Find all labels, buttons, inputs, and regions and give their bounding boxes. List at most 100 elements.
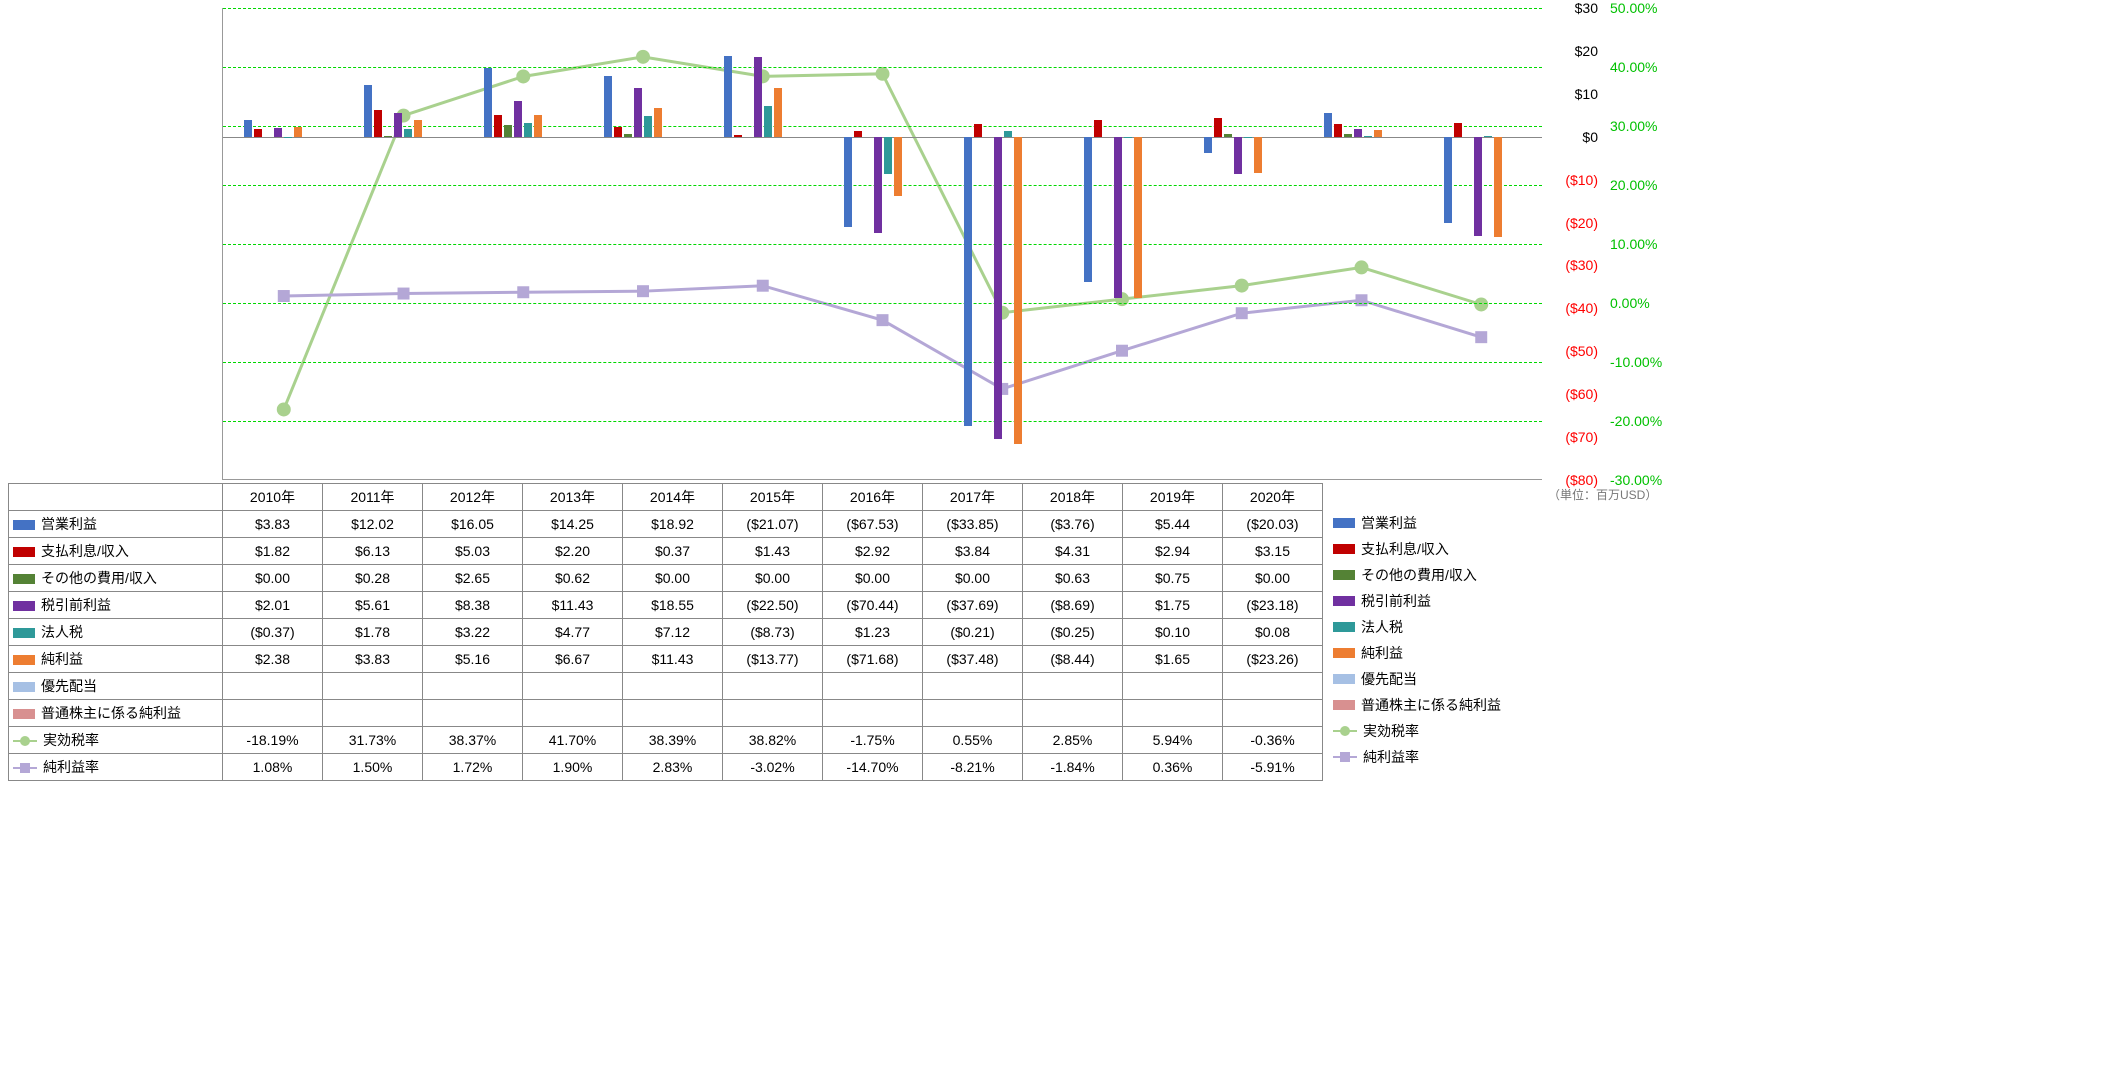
legend-swatch (13, 682, 35, 692)
marker-実効税率 (1354, 260, 1368, 274)
bar-その他の費用/収入 (624, 134, 632, 137)
bar-営業利益 (964, 137, 972, 427)
series-label: 優先配当 (41, 678, 97, 694)
table-cell: 31.73% (323, 727, 423, 754)
series-label: 法人税 (41, 624, 83, 640)
bar-純利益 (414, 120, 422, 136)
bar-支払利息/収入 (1334, 124, 1342, 137)
table-cell: $5.16 (423, 646, 523, 673)
marker-実効税率 (876, 67, 890, 81)
legend-right: 営業利益支払利息/収入その他の費用/収入税引前利益法人税純利益優先配当普通株主に… (1323, 483, 1523, 781)
legend-label: 純利益 (1361, 643, 1403, 663)
legend-label: 営業利益 (1361, 513, 1417, 533)
table-cell (623, 700, 723, 727)
legend-item-税引前利益: 税引前利益 (1333, 588, 1523, 614)
table-cell: 0.36% (1123, 754, 1223, 781)
table-cell: $0.00 (923, 565, 1023, 592)
legend-label: 実効税率 (1363, 721, 1419, 741)
table-cell (923, 700, 1023, 727)
table-cell: ($67.53) (823, 511, 923, 538)
gridline (223, 8, 1542, 9)
table-cell: $1.23 (823, 619, 923, 646)
table-row: 純利益$2.38$3.83$5.16$6.67$11.43($13.77)($7… (9, 646, 1323, 673)
bar-純利益 (1494, 137, 1502, 237)
left-axis-tick: ($40) (1565, 300, 1598, 316)
bar-その他の費用/収入 (1224, 134, 1232, 137)
table-cell: $14.25 (523, 511, 623, 538)
legend-swatch (1333, 730, 1357, 732)
table-cell: $1.78 (323, 619, 423, 646)
legend-swatch (1333, 674, 1355, 684)
table-cell: ($37.69) (923, 592, 1023, 619)
legend-swatch (1333, 570, 1355, 580)
table-cell (1023, 673, 1123, 700)
table-row: 優先配当 (9, 673, 1323, 700)
bar-純利益 (894, 137, 902, 196)
legend-swatch (1333, 544, 1355, 554)
table-cell: $0.00 (623, 565, 723, 592)
left-axis-tick: ($30) (1565, 257, 1598, 273)
marker-純利益率 (398, 288, 410, 300)
table-cell (1223, 700, 1323, 727)
right-axis-tick: 50.00% (1610, 0, 1657, 16)
bar-法人税 (764, 106, 772, 137)
bar-税引前利益 (274, 128, 282, 137)
bar-営業利益 (1084, 137, 1092, 282)
bar-法人税 (644, 116, 652, 136)
table-row: 税引前利益$2.01$5.61$8.38$11.43$18.55($22.50)… (9, 592, 1323, 619)
table-cell: $16.05 (423, 511, 523, 538)
bar-税引前利益 (994, 137, 1002, 439)
legend-item-純利益: 純利益 (1333, 640, 1523, 666)
bar-営業利益 (1324, 113, 1332, 136)
marker-純利益率 (1116, 345, 1128, 357)
table-cell (523, 673, 623, 700)
legend-label: 普通株主に係る純利益 (1361, 695, 1501, 715)
right-axis-tick: 0.00% (1610, 295, 1650, 311)
data-table-wrap: 2010年2011年2012年2013年2014年2015年2016年2017年… (8, 483, 2098, 781)
marker-純利益率 (1236, 307, 1248, 319)
year-header: 2013年 (523, 484, 623, 511)
series-label: 純利益 (41, 651, 83, 667)
right-axis-tick: 40.00% (1610, 59, 1657, 75)
table-cell: ($0.25) (1023, 619, 1123, 646)
left-y-axis: ($80)($70)($60)($50)($40)($30)($20)($10)… (1542, 8, 1604, 480)
table-cell: $18.55 (623, 592, 723, 619)
bar-支払利息/収入 (854, 131, 862, 137)
table-cell: 38.37% (423, 727, 523, 754)
chart-region: ($80)($70)($60)($50)($40)($30)($20)($10)… (8, 8, 2098, 480)
table-cell: ($23.18) (1223, 592, 1323, 619)
bar-支払利息/収入 (1094, 120, 1102, 136)
right-axis-tick: -20.00% (1610, 413, 1662, 429)
legend-swatch (13, 709, 35, 719)
legend-item-純利益率: 純利益率 (1333, 744, 1523, 770)
bar-税引前利益 (634, 88, 642, 137)
table-cell: $0.00 (223, 565, 323, 592)
table-cell (723, 700, 823, 727)
legend-swatch (13, 740, 37, 742)
table-cell: $18.92 (623, 511, 723, 538)
right-axis-tick: 10.00% (1610, 236, 1657, 252)
table-cell: 5.94% (1123, 727, 1223, 754)
right-axis-tick: -10.00% (1610, 354, 1662, 370)
table-cell: $12.02 (323, 511, 423, 538)
marker-実効税率 (1235, 279, 1249, 293)
table-cell: ($8.73) (723, 619, 823, 646)
marker-純利益率 (517, 286, 529, 298)
bar-純利益 (294, 127, 302, 137)
table-row: 法人税($0.37)$1.78$3.22$4.77$7.12($8.73)$1.… (9, 619, 1323, 646)
table-cell: $0.08 (1223, 619, 1323, 646)
table-cell: 1.72% (423, 754, 523, 781)
line-実効税率 (284, 57, 1481, 410)
table-cell: $0.28 (323, 565, 423, 592)
table-cell (523, 700, 623, 727)
right-y-axis: -30.00%-20.00%-10.00%0.00%10.00%20.00%30… (1604, 8, 1674, 480)
legend-item-普通株主に係る純利益: 普通株主に係る純利益 (1333, 692, 1523, 718)
bar-税引前利益 (754, 57, 762, 137)
left-axis-tick: $30 (1575, 0, 1598, 16)
table-cell (1123, 700, 1223, 727)
table-cell: 2.83% (623, 754, 723, 781)
table-row: 実効税率-18.19%31.73%38.37%41.70%38.39%38.82… (9, 727, 1323, 754)
marker-純利益率 (637, 285, 649, 297)
data-table: 2010年2011年2012年2013年2014年2015年2016年2017年… (8, 483, 1323, 781)
row-label-実効税率: 実効税率 (9, 727, 223, 754)
